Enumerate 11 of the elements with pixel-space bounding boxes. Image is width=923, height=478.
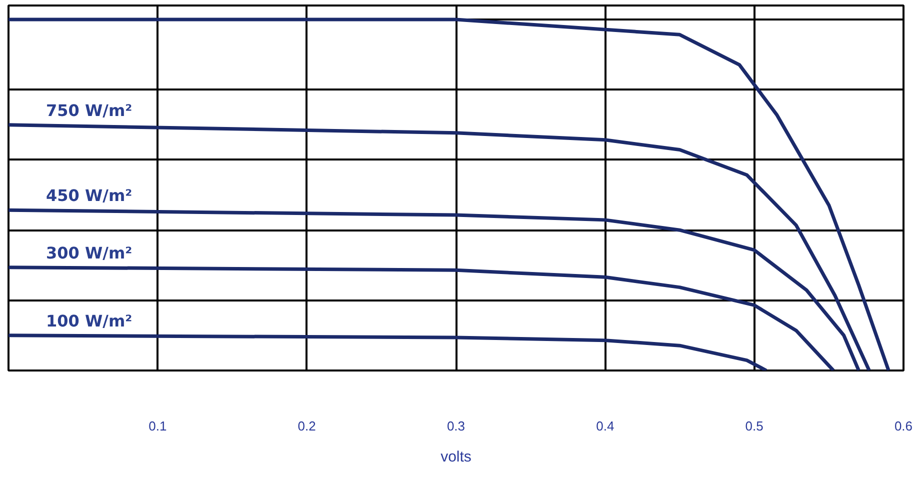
x-axis-title: volts: [440, 448, 472, 466]
x-tick-label: 0.4: [596, 418, 614, 434]
x-tick-label: 0.6: [894, 418, 913, 434]
x-tick-label: 0.3: [446, 418, 466, 434]
series-label: 750 W/m²: [46, 100, 132, 120]
series-label: 300 W/m²: [46, 243, 132, 262]
x-tick-label: 0.2: [298, 418, 316, 434]
series-label: 450 W/m²: [46, 186, 132, 206]
series-label: 100 W/m²: [46, 311, 132, 330]
x-tick-label: 0.1: [148, 418, 167, 434]
x-tick-label: 0.5: [745, 418, 764, 434]
